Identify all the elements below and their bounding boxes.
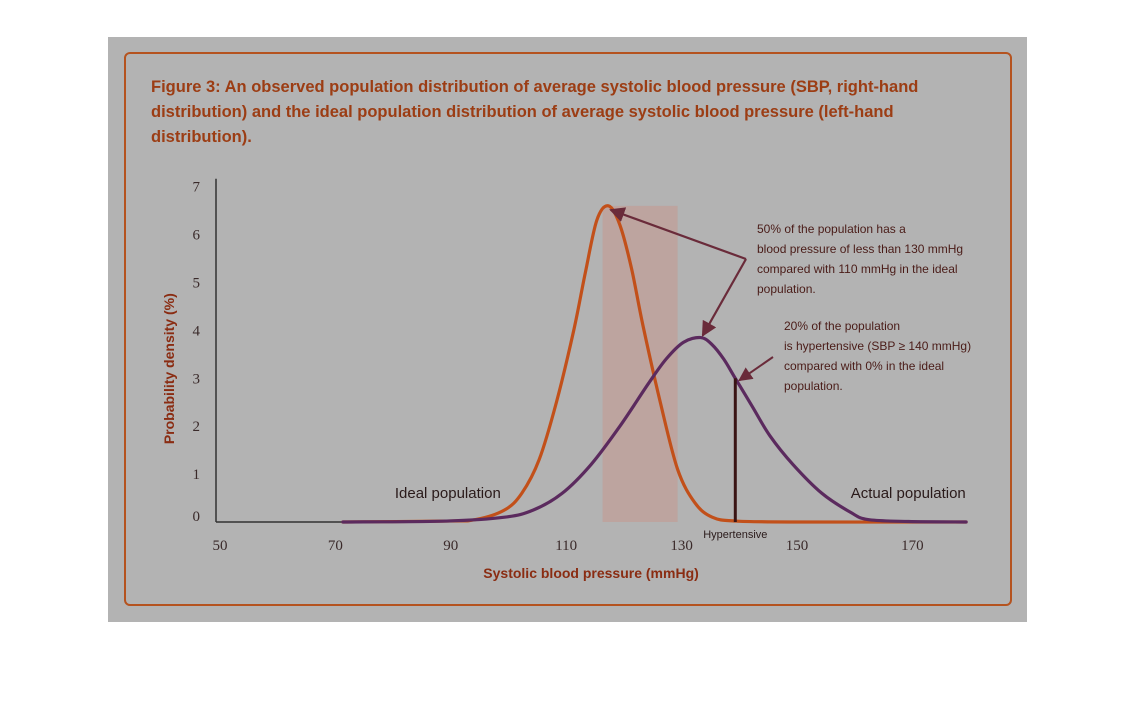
- annotation-arrows: [609, 207, 774, 382]
- y-tick-label: 3: [193, 371, 201, 387]
- annotation-line: population.: [784, 379, 843, 393]
- x-tick-label: 150: [786, 538, 809, 554]
- shaded-band: [602, 205, 678, 523]
- figure-frame: [124, 52, 1012, 606]
- x-tick-label: 90: [443, 538, 458, 554]
- x-tick-label: 130: [670, 538, 693, 554]
- annotation-line: population.: [757, 282, 816, 296]
- arrow-to-hypertensive: [738, 356, 774, 382]
- y-tick-labels: 0 1 2 3 4 5 6 7: [193, 180, 201, 525]
- actual-population-curve: [341, 335, 968, 524]
- y-tick-label: 2: [193, 419, 201, 435]
- x-tick-label: 110: [555, 538, 577, 554]
- annotation-line: 50% of the population has a: [757, 222, 906, 236]
- ideal-population-label: Ideal population: [395, 485, 501, 502]
- y-axis-title: Probability density (%): [161, 293, 177, 444]
- y-tick-label: 0: [193, 509, 201, 525]
- annotation-line: is hypertensive (SBP ≥ 140 mmHg): [784, 339, 971, 353]
- annotation-median: 50% of the population has a blood pressur…: [757, 222, 963, 296]
- x-tick-label: 70: [328, 538, 343, 554]
- ideal-population-curve: [341, 204, 968, 524]
- annotation-hypertensive: 20% of the population is hypertensive (SB…: [784, 319, 971, 393]
- x-tick-label: 50: [213, 538, 228, 554]
- y-tick-label: 4: [193, 323, 201, 339]
- y-tick-label: 6: [193, 228, 201, 244]
- shaded-bands: [602, 205, 678, 523]
- arrow-to-actual-peak: [701, 258, 747, 337]
- annotation-line: 20% of the population: [784, 319, 900, 333]
- annotation-line: compared with 110 mmHg in the ideal: [757, 262, 958, 276]
- y-tick-label: 7: [193, 180, 201, 196]
- y-tick-label: 5: [193, 276, 201, 292]
- arrow-to-ideal-peak: [609, 207, 747, 261]
- x-tick-label: 170: [901, 538, 924, 554]
- chart-title: Figure 3: An observed population distrib…: [151, 78, 919, 146]
- annotation-line: compared with 0% in the ideal: [784, 359, 944, 373]
- plot-area: 50 70 90 110 130 150 170 0 1 2 3 4 5 6 7 Hypertensive…: [161, 178, 971, 581]
- x-axis-title: Systolic blood pressure (mmHg): [483, 565, 698, 581]
- figure-panel: Figure 3: An observed population distrib…: [108, 37, 1027, 622]
- x-tick-labels: 50 70 90 110 130 150 170: [213, 538, 924, 554]
- y-tick-label: 1: [193, 467, 201, 483]
- actual-population-label: Actual population: [851, 485, 966, 502]
- hypertensive-label: Hypertensive: [703, 529, 767, 541]
- annotation-line: blood pressure of less than 130 mmHg: [757, 242, 963, 256]
- curves: [341, 204, 968, 524]
